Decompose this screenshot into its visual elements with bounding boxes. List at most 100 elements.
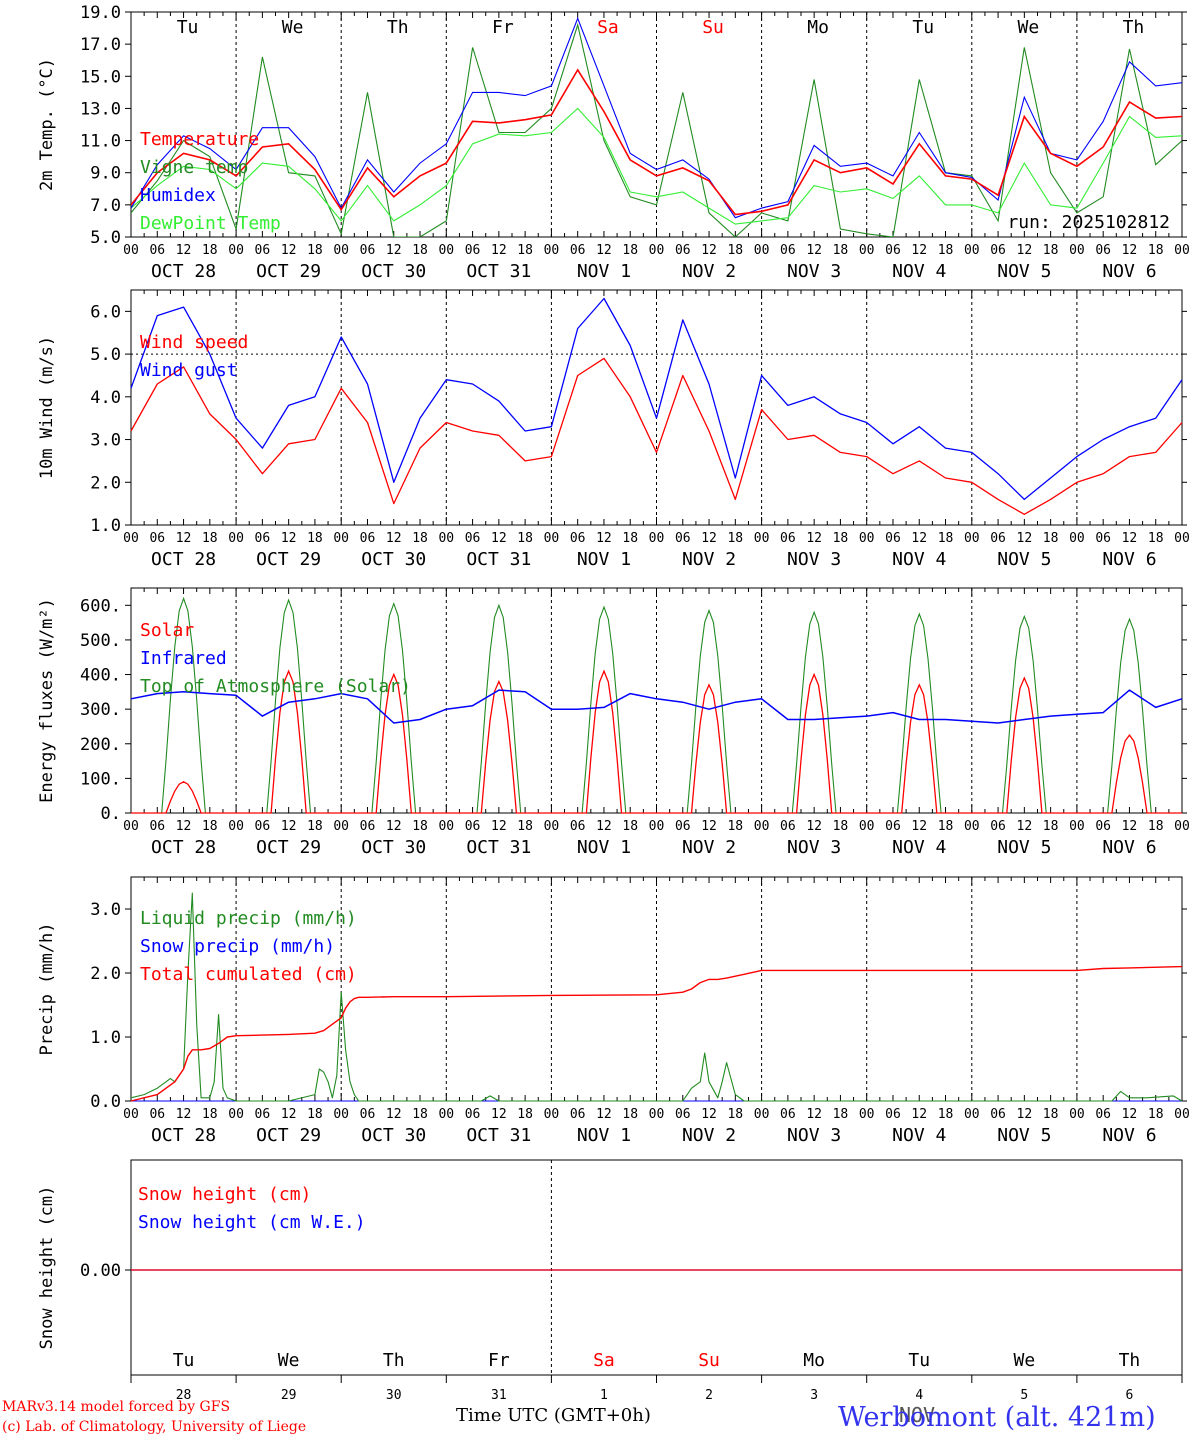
snow-panel-day-label: We	[278, 1350, 300, 1371]
temp-panel-hour-label: 12	[176, 243, 192, 258]
energy-panel-hour-label: 00	[123, 819, 139, 834]
precip-panel-date-label: NOV 1	[577, 1125, 631, 1146]
temp-panel-hour-label: 00	[649, 243, 665, 258]
temp-panel-hour-label: 06	[570, 243, 586, 258]
wind-panel-hour-label: 06	[149, 531, 165, 546]
precip-panel-hour-label: 06	[990, 1107, 1006, 1122]
energy-series-solar	[131, 669, 1182, 814]
wind-panel-hour-label: 00	[333, 531, 349, 546]
energy-panel-hour-label: 06	[360, 819, 376, 834]
energy-panel-ylabel: Energy fluxes (W/m²)	[37, 598, 57, 803]
temp-panel-run-label: run: 2025102812	[1007, 212, 1170, 233]
temp-panel-day-label: Sa	[597, 17, 619, 38]
precip-panel-hour-label: 00	[649, 1107, 665, 1122]
precip-panel-hour-label: 12	[701, 1107, 717, 1122]
energy-panel-hour-label: 18	[517, 819, 533, 834]
temp-panel-hour-label: 00	[438, 243, 454, 258]
energy-panel-hour-label: 12	[1122, 819, 1138, 834]
energy-panel-hour-label: 06	[990, 819, 1006, 834]
energy-panel-hour-label: 00	[859, 819, 875, 834]
wind-panel-hour-label: 18	[938, 531, 954, 546]
precip-panel-hour-label: 12	[386, 1107, 402, 1122]
temp-panel-hour-label: 00	[333, 243, 349, 258]
precip-panel-hour-label: 00	[438, 1107, 454, 1122]
snow-panel-day-number: 3	[810, 1388, 818, 1403]
precip-panel-legend-2: Total cumulated (cm)	[140, 964, 357, 985]
wind-panel-date-label: NOV 3	[787, 549, 841, 570]
precip-panel-hour-label: 00	[1069, 1107, 1085, 1122]
wind-panel-ytick-label: 3.0	[90, 431, 121, 451]
snow-panel-ytick-label: 0.00	[80, 1261, 121, 1281]
wind-panel-hour-label: 18	[1148, 531, 1164, 546]
temp-panel-hour-label: 18	[622, 243, 638, 258]
temp-panel-hour-label: 12	[386, 243, 402, 258]
snow-panel-day-number: 2	[705, 1388, 713, 1403]
energy-panel-date-label: OCT 31	[466, 837, 531, 858]
temp-panel-date-label: NOV 5	[997, 261, 1051, 282]
temp-panel-hour-label: 12	[806, 243, 822, 258]
snow-panel-day-number: 6	[1126, 1388, 1134, 1403]
model-credit: MARv3.14 model forced by GFS	[2, 1399, 231, 1415]
energy-panel-date-label: NOV 5	[997, 837, 1051, 858]
energy-panel-ytick-label: 500.	[80, 631, 121, 651]
wind-series-wind-speed	[130, 357, 1183, 515]
temp-panel-hour-label: 12	[701, 243, 717, 258]
wind-panel-ytick-label: 1.0	[90, 516, 121, 536]
temp-panel-day-label: Fr	[492, 17, 514, 38]
energy-panel-hour-label: 00	[1174, 819, 1190, 834]
energy-panel-hour-label: 00	[228, 819, 244, 834]
snow-panel-day-number: 4	[915, 1388, 923, 1403]
wind-panel-hour-label: 06	[990, 531, 1006, 546]
wind-panel-date-label: OCT 28	[151, 549, 216, 570]
wind-panel-hour-label: 12	[281, 531, 297, 546]
energy-panel-hour-label: 06	[255, 819, 271, 834]
energy-panel-hour-label: 12	[281, 819, 297, 834]
precip-panel-date-label: NOV 6	[1102, 1125, 1156, 1146]
precip-panel-ytick-label: 1.0	[90, 1028, 121, 1048]
wind-panel-hour-label: 00	[123, 531, 139, 546]
precip-panel-hour-label: 06	[465, 1107, 481, 1122]
energy-panel-hour-label: 00	[333, 819, 349, 834]
temp-series-dewpoint-temp	[131, 107, 1182, 225]
temp-panel-ytick-label: 19.0	[80, 3, 121, 23]
wind-panel-date-label: NOV 6	[1102, 549, 1156, 570]
wind-panel-ytick-label: 2.0	[90, 473, 121, 493]
snow-panel-day-label: Tu	[908, 1350, 930, 1371]
energy-panel-hour-label: 12	[596, 819, 612, 834]
wind-panel-hour-label: 18	[833, 531, 849, 546]
precip-panel-legend-0: Liquid precip (mm/h)	[140, 908, 357, 929]
temp-panel-date-label: NOV 6	[1102, 261, 1156, 282]
energy-panel-hour-label: 06	[465, 819, 481, 834]
temp-panel-legend-1: Vigne temp	[140, 157, 248, 178]
temp-panel-hour-label: 06	[780, 243, 796, 258]
temp-panel-legend-2: Humidex	[140, 185, 216, 206]
precip-panel-legend-1: Snow precip (mm/h)	[140, 936, 335, 957]
precip-panel-hour-label: 00	[544, 1107, 560, 1122]
precip-panel-hour-label: 06	[675, 1107, 691, 1122]
wind-panel-hour-label: 12	[701, 531, 717, 546]
temp-panel-day-label: We	[282, 17, 304, 38]
precip-panel-hour-label: 00	[964, 1107, 980, 1122]
energy-panel-hour-label: 12	[806, 819, 822, 834]
temp-panel-hour-label: 12	[281, 243, 297, 258]
energy-panel-hour-label: 18	[1043, 819, 1059, 834]
wind-panel-hour-label: 12	[1017, 531, 1033, 546]
temp-panel-legend-3: DewPoint Temp	[140, 213, 281, 234]
snow-panel-day-label: Tu	[173, 1350, 195, 1371]
bottom-month-label: NOV	[899, 1403, 935, 1427]
temp-panel-hour-label: 18	[727, 243, 743, 258]
precip-panel-hour-label: 06	[780, 1107, 796, 1122]
temp-panel-hour-label: 00	[754, 243, 770, 258]
precip-panel-hour-label: 00	[123, 1107, 139, 1122]
precip-panel-hour-label: 12	[281, 1107, 297, 1122]
snow-panel-legend-1: Snow height (cm W.E.)	[138, 1212, 366, 1233]
temp-panel-date-label: OCT 28	[151, 261, 216, 282]
wind-panel-hour-label: 18	[202, 531, 218, 546]
temp-panel-hour-label: 18	[412, 243, 428, 258]
temp-panel-hour-label: 00	[228, 243, 244, 258]
precip-series-total-cumulated	[130, 965, 1183, 1102]
wind-panel-date-label: NOV 5	[997, 549, 1051, 570]
precip-panel-date-label: NOV 2	[682, 1125, 736, 1146]
wind-panel-hour-label: 00	[228, 531, 244, 546]
precip-panel-hour-label: 00	[228, 1107, 244, 1122]
